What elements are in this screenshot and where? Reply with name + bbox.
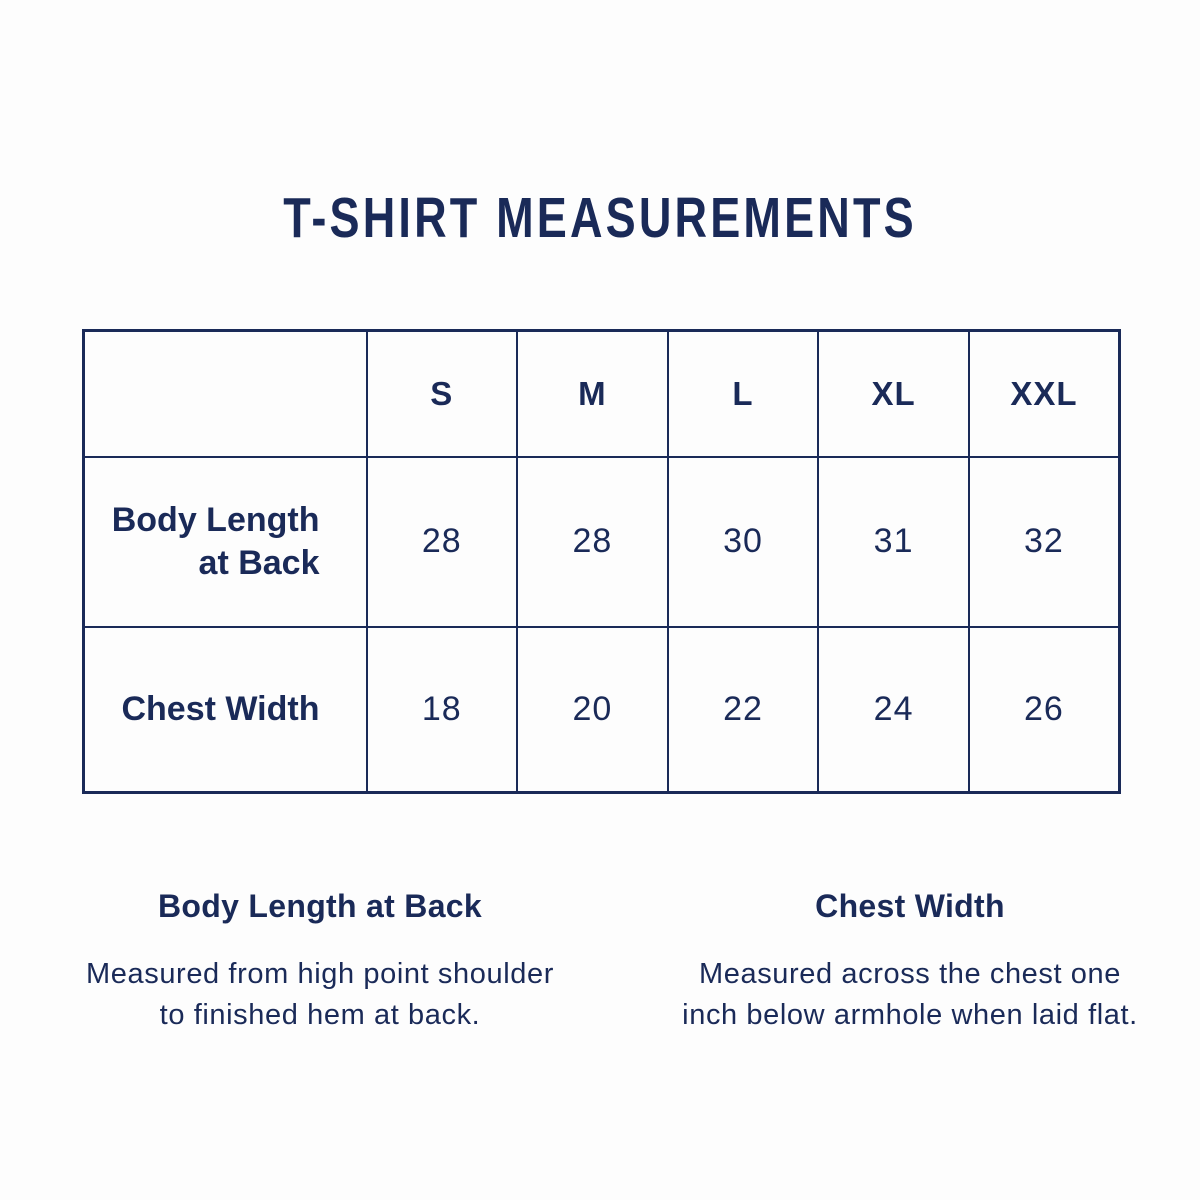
measurement-cell: 20 — [516, 625, 669, 794]
table-row-body-length: Body Length at Back 28 28 30 31 32 — [82, 455, 1121, 628]
measurement-cell: 30 — [666, 455, 820, 628]
definition-description-line: Measured across the chest one — [698, 958, 1121, 990]
measurement-cell: 28 — [516, 455, 669, 628]
definition-term: Chest Width — [815, 888, 1005, 924]
page-title: T-SHIRT MEASUREMENTS — [283, 185, 917, 250]
measurement-cell: 24 — [817, 625, 970, 794]
size-chart-table: S M L XL XXL Body Length at Back 28 28 3… — [82, 329, 1121, 794]
row-label-line: Body Length — [111, 500, 320, 539]
definition-body-length: Body Length at Back Measured from high p… — [50, 886, 590, 1036]
definition-description: Measured from high point shoulder to fin… — [50, 954, 590, 1036]
header-size-xl: XL — [817, 329, 970, 458]
header-size-m: M — [516, 329, 669, 458]
row-label-line: at Back — [198, 543, 320, 582]
row-label-line: Chest Width — [121, 689, 320, 728]
row-label-body-length: Body Length at Back — [82, 455, 368, 628]
row-label-chest-width: Chest Width — [82, 625, 368, 794]
definition-description-line: Measured from high point shoulder — [86, 958, 554, 990]
measurement-cell: 32 — [967, 455, 1121, 628]
measurement-cell: 18 — [365, 625, 519, 794]
measurement-cell: 31 — [817, 455, 970, 628]
definition-description: Measured across the chest one inch below… — [640, 954, 1180, 1036]
measurement-cell: 26 — [967, 625, 1121, 794]
definition-term: Body Length at Back — [158, 888, 482, 924]
definition-chest-width: Chest Width Measured across the chest on… — [640, 886, 1180, 1036]
page-title-wrap: T-SHIRT MEASUREMENTS — [0, 170, 1200, 265]
definition-description-line: to finished hem at back. — [159, 999, 481, 1031]
header-size-s: S — [365, 329, 519, 458]
header-size-xxl: XXL — [967, 329, 1121, 458]
corner-cell — [82, 329, 368, 458]
header-size-l: L — [666, 329, 820, 458]
definition-description-line: inch below armhole when laid flat. — [682, 999, 1138, 1031]
measurement-cell: 22 — [666, 625, 820, 794]
measurement-cell: 28 — [365, 455, 519, 628]
table-header-row: S M L XL XXL — [82, 329, 1121, 458]
table-row-chest-width: Chest Width 18 20 22 24 26 — [82, 625, 1121, 794]
